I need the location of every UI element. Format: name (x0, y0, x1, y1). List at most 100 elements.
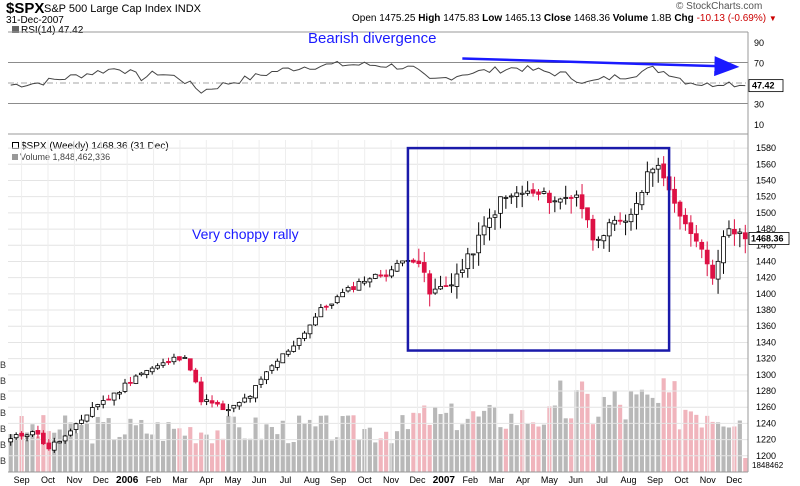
date-tick-label: Nov (700, 475, 717, 485)
volume-bar (242, 438, 247, 472)
date-tick-label: Apr (199, 475, 213, 485)
candle-body (323, 305, 329, 308)
candle-body (693, 233, 699, 242)
candle-body (585, 207, 590, 221)
volume-bar (324, 415, 329, 472)
candle-body (111, 392, 117, 401)
candle-body (187, 358, 193, 371)
volume-axis-label: B (0, 440, 6, 450)
candle-body (68, 430, 73, 436)
date-tick-label: Feb (462, 475, 478, 485)
rsi-tick-label: 70 (754, 59, 764, 69)
candle-body (236, 402, 242, 407)
candle-body (459, 269, 465, 273)
candle-body (514, 192, 520, 197)
date-tick-label: Jun (252, 475, 267, 485)
down-triangle-icon: ▼ (768, 14, 777, 23)
candle-body (182, 357, 188, 359)
rsi-tick-label: 30 (754, 99, 764, 109)
candle-body (351, 286, 356, 290)
volume-bar (215, 430, 220, 472)
candle-body (285, 350, 291, 355)
volume-bar (427, 424, 432, 472)
candle-body (220, 403, 226, 411)
volume-bar (694, 414, 699, 472)
price-tick-label: 1440 (756, 256, 776, 266)
high-label: High (418, 13, 441, 24)
volume-bar (155, 422, 160, 472)
candle-body (313, 316, 318, 326)
volume-bar (634, 394, 639, 472)
candle-body (438, 285, 443, 290)
volume-bar (139, 419, 144, 472)
candle-body (481, 225, 487, 236)
candle-body (274, 360, 280, 368)
candle-body (41, 432, 46, 445)
candle-body (476, 234, 482, 254)
candle-body (204, 399, 209, 402)
volume-bar (30, 424, 35, 472)
volume-bar (688, 411, 693, 472)
candle-body (215, 401, 220, 405)
choppy-rally-annotation: Very choppy rally (192, 226, 299, 242)
candle-body (530, 189, 536, 194)
rsi-line (10, 60, 746, 94)
divergence-arrow (462, 56, 740, 77)
low-label: Low (482, 13, 503, 24)
volume-bar (226, 415, 231, 472)
volume-bar (373, 442, 378, 472)
rsi-current-box (748, 79, 784, 93)
candle-body (160, 362, 166, 366)
volume-bar (454, 430, 459, 472)
rsi-current-label: 47.42 (752, 81, 775, 91)
candle-body (432, 288, 438, 294)
candle-body (732, 228, 737, 235)
candle-body (269, 365, 275, 371)
candle-body (8, 438, 14, 443)
price-tick-label: 1560 (756, 159, 776, 169)
candle-body (411, 259, 416, 263)
volume-bar (177, 428, 182, 472)
volume-bar (438, 414, 443, 472)
candle-body (24, 434, 30, 437)
bearish-divergence-annotation: Bearish divergence (308, 30, 437, 47)
candle-body (568, 197, 574, 199)
volume-bar (710, 421, 715, 472)
price-tick-label: 1380 (756, 305, 776, 315)
date-tick-label: Dec (726, 475, 743, 485)
candle-body (650, 168, 656, 174)
candle-body (710, 264, 715, 279)
volume-bar (106, 418, 111, 472)
date-tick-label: Oct (674, 475, 689, 485)
volume-bar (68, 422, 73, 472)
volume-bar (35, 436, 40, 472)
volume-bar (318, 415, 323, 472)
candle-body (449, 284, 454, 287)
candle-body (166, 360, 171, 364)
candle-body (280, 353, 286, 364)
candle-body (231, 404, 237, 409)
volume-bar (416, 413, 421, 472)
candle-body (307, 324, 313, 335)
volume-bar (487, 404, 492, 472)
candle-body (525, 190, 530, 194)
candle-body (443, 285, 449, 287)
volume-bar (639, 389, 644, 472)
brand-logo[interactable]: © StockCharts.com (676, 1, 763, 12)
candle-body (617, 219, 623, 222)
candle-body (226, 409, 231, 412)
volume-bar (405, 429, 410, 472)
volume-bar (400, 415, 405, 472)
volume-bar (672, 381, 677, 472)
candle-body (198, 381, 204, 403)
volume-bar (460, 424, 465, 472)
volume-bar (133, 425, 138, 472)
candle-body (601, 235, 607, 242)
volume-axis-label: B (0, 376, 6, 386)
candle-body (177, 356, 182, 361)
candle-body (552, 200, 558, 203)
candle-body (155, 365, 160, 369)
candle-body (296, 337, 302, 346)
date-tick-label: Mar (172, 475, 188, 485)
volume-bar (661, 378, 666, 472)
